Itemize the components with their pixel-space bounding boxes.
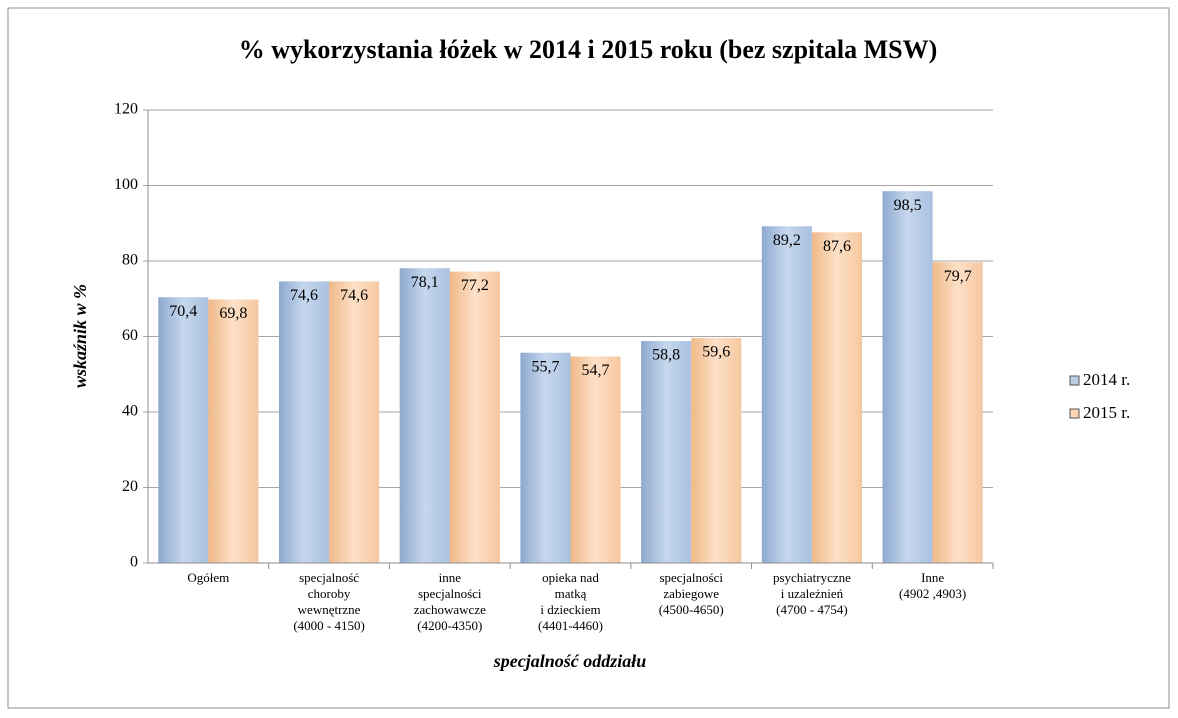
value-label: 79,7 [944, 268, 972, 285]
bar [570, 356, 621, 563]
bar [882, 191, 933, 563]
value-label: 55,7 [531, 358, 559, 375]
value-label: 69,8 [219, 305, 247, 322]
bar [278, 281, 330, 563]
chart-title: % wykorzystania łóżek w 2014 i 2015 roku… [239, 35, 938, 64]
y-axis-label: wskaźnik w % [70, 284, 90, 388]
y-tick-label: 20 [122, 478, 138, 495]
bar [520, 352, 571, 563]
bar [691, 338, 742, 563]
value-label: 89,2 [773, 232, 801, 249]
y-tick-label: 40 [122, 403, 138, 420]
bar [641, 341, 692, 563]
legend-marker [1069, 375, 1080, 386]
bar [811, 232, 863, 563]
value-label: 77,2 [461, 277, 489, 294]
bar [158, 297, 209, 563]
value-label: 70,4 [169, 303, 197, 320]
x-tick-label: specjalność choroby wewnętrzne (4000 - 4150… [293, 570, 365, 633]
bar [932, 262, 983, 563]
bar [329, 281, 380, 563]
value-label: 98,5 [894, 197, 922, 214]
legend-marker [1069, 408, 1080, 419]
legend-label: 2015 r. [1083, 403, 1130, 422]
x-tick-label: Inne (4902 ,4903) [899, 570, 966, 601]
value-label: 59,6 [702, 344, 730, 361]
x-tick-label: specjalności zabiegowe (4500-4650) [659, 570, 724, 617]
value-label: 78,1 [411, 274, 439, 291]
y-tick-label: 120 [114, 101, 138, 118]
y-tick-label: 0 [130, 554, 138, 571]
value-label: 54,7 [582, 362, 610, 379]
x-tick-label: opieka nad matką i dzieckiem (4401-4460) [538, 570, 603, 633]
value-label: 74,6 [340, 287, 368, 304]
value-label: 87,6 [823, 238, 851, 255]
y-tick-label: 60 [122, 327, 138, 344]
value-label: 58,8 [652, 347, 680, 364]
x-axis-label: specjalność oddziału [493, 651, 647, 671]
y-tick-label: 80 [122, 252, 138, 269]
legend-label: 2014 r. [1083, 370, 1130, 389]
bar [399, 268, 450, 563]
y-tick-label: 100 [114, 176, 138, 193]
bar [208, 299, 259, 563]
bar [449, 271, 500, 563]
bar [761, 226, 812, 563]
x-tick-label: inne specjalności zachowawcze (4200-4350) [414, 570, 486, 633]
x-tick-label: psychiatryczne i uzależnień (4700 - 4754) [773, 570, 851, 617]
x-tick-label: Ogółem [187, 570, 229, 585]
value-label: 74,6 [290, 287, 318, 304]
